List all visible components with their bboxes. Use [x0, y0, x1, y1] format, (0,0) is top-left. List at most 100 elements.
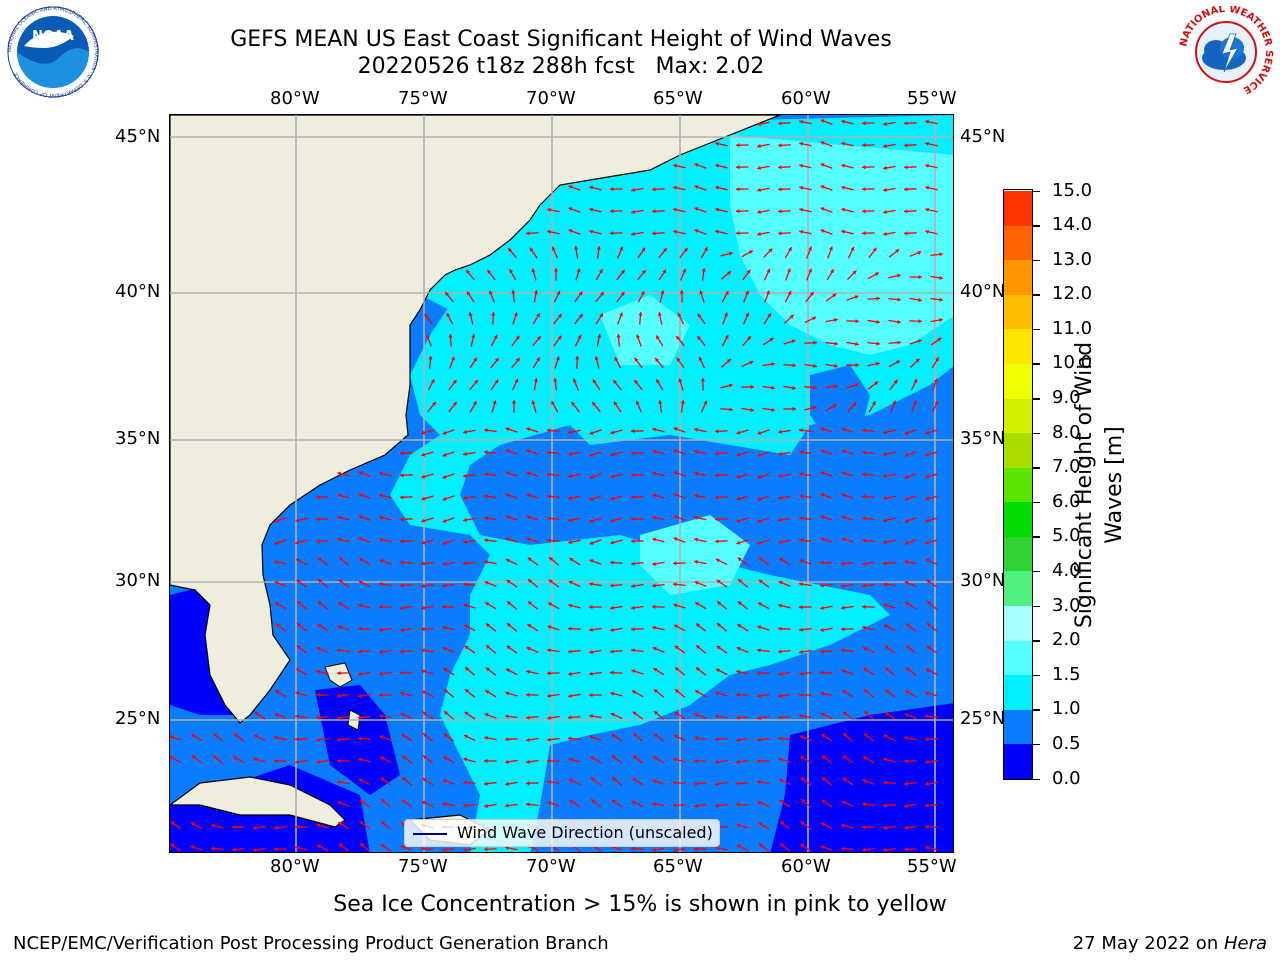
wave-direction-arrowhead [787, 290, 792, 295]
wave-direction-arrowhead [820, 649, 824, 654]
wave-direction-arrowhead [904, 847, 908, 852]
wave-direction-arrowhead [254, 711, 259, 716]
colorbar-bin [1004, 328, 1032, 364]
wave-direction-arrowhead [526, 802, 530, 807]
wave-direction-arrowhead [925, 737, 929, 742]
wave-direction-arrowhead [694, 471, 699, 476]
lon-tick-label: 80°W [270, 856, 320, 877]
wave-direction-arrowhead [613, 401, 618, 406]
wave-direction-arrowhead [694, 559, 698, 565]
wave-direction-arrowhead [885, 689, 889, 694]
wave-direction-arrowhead [694, 847, 698, 852]
wave-direction-arrowhead [677, 312, 682, 317]
wave-direction-arrowhead [463, 757, 468, 762]
wave-direction-arrowhead [925, 558, 930, 563]
wave-direction-arrowhead [316, 844, 321, 849]
wave-direction-arrowhead [295, 691, 300, 696]
wave-direction-arrowhead [926, 645, 931, 650]
wave-direction-arrowhead [673, 515, 678, 520]
wave-direction-arrowhead [568, 649, 572, 654]
colorbar-bin [1004, 294, 1032, 330]
wave-direction-arrowhead [897, 297, 901, 302]
wave-direction-arrowhead [619, 246, 624, 251]
wave-direction-arrowhead [715, 163, 720, 168]
wave-direction-arrowhead [531, 268, 536, 273]
wave-direction-arrowhead [575, 356, 580, 360]
wave-direction-arrowhead [757, 540, 762, 545]
wave-direction-arrowhead [568, 430, 572, 435]
wave-direction-arrowhead [799, 714, 803, 719]
wave-direction-arrowhead [695, 690, 700, 694]
lon-tick-label: 70°W [526, 856, 576, 877]
wave-direction-arrowhead [842, 690, 847, 695]
wave-direction-arrowhead [464, 645, 469, 650]
wave-direction-arrowhead [716, 579, 721, 584]
wave-direction-arrowhead [862, 121, 866, 126]
wave-direction-arrowhead [842, 755, 847, 760]
wave-direction-arrowhead [812, 316, 817, 321]
wave-direction-arrowhead [736, 802, 740, 807]
wave-direction-arrowhead [820, 560, 824, 565]
wave-direction-arrowhead [442, 625, 446, 630]
wave-direction-arrowhead [780, 821, 784, 826]
wave-direction-arrowhead [610, 649, 614, 654]
wave-direction-arrowhead [694, 493, 699, 498]
wave-height-map [170, 115, 953, 852]
wave-direction-arrowhead [736, 715, 740, 720]
lat-tick-label: 30°N [115, 570, 161, 591]
wave-direction-arrowhead [904, 758, 908, 764]
wave-direction-arrowhead [652, 471, 657, 476]
wave-direction-arrowhead [767, 313, 771, 318]
wave-direction-arrowhead [799, 472, 803, 477]
wave-direction-arrowhead [820, 207, 825, 212]
wave-direction-arrowhead [864, 711, 869, 716]
wave-direction-arrowhead [808, 268, 813, 273]
map-title: GEFS MEAN US East Coast Significant Heig… [230, 27, 892, 52]
wave-direction-arrowhead [913, 378, 918, 383]
wave-direction-arrowhead [925, 781, 929, 786]
wave-direction-arrowhead [695, 623, 700, 628]
wave-direction-arrowhead [852, 270, 857, 275]
colorbar-bin [1004, 709, 1032, 745]
wave-direction-arrowhead [841, 427, 846, 432]
wave-direction-arrowhead [426, 334, 431, 339]
colorbar-tick-mark [1033, 743, 1040, 746]
wave-direction-arrowhead [578, 291, 583, 296]
wave-direction-arrowhead [613, 380, 618, 385]
wave-direction-arrowhead [893, 379, 898, 384]
wave-direction-arrowhead [640, 291, 645, 296]
wave-direction-arrowhead [547, 472, 551, 477]
wave-direction-arrowhead [841, 583, 845, 588]
wave-direction-arrowhead [662, 269, 667, 274]
wave-direction-arrowhead [316, 692, 320, 697]
wave-direction-arrowhead [758, 822, 763, 826]
wave-direction-arrowhead [274, 758, 278, 763]
wave-direction-arrowhead [484, 758, 488, 764]
wave-direction-arrowhead [904, 559, 908, 564]
wave-direction-arrowhead [925, 668, 930, 673]
wave-direction-arrowhead [526, 449, 531, 454]
wave-direction-arrowhead [494, 358, 499, 363]
wave-direction-arrowhead [834, 363, 838, 368]
wave-direction-arrowhead [547, 758, 551, 764]
wave-direction-arrowhead [631, 209, 635, 214]
wave-direction-arrowhead [421, 800, 426, 805]
wave-direction-arrowhead [715, 141, 720, 146]
wave-direction-arrowhead [841, 449, 846, 454]
wave-direction-arrowhead [820, 471, 825, 476]
wave-direction-arrowhead [757, 165, 761, 170]
wave-direction-arrowhead [800, 756, 805, 760]
wave-direction-arrowhead [536, 313, 540, 318]
wave-direction-arrowhead [738, 579, 743, 584]
wave-direction-arrowhead [610, 518, 615, 523]
wave-direction-arrowhead [652, 583, 656, 588]
wave-direction-arrowhead [549, 557, 554, 562]
wave-direction-arrowhead [912, 400, 917, 405]
wave-direction-arrowhead [700, 378, 705, 382]
wave-direction-arrowhead [757, 625, 762, 630]
wave-direction-arrowhead [551, 246, 556, 251]
wave-direction-arrowhead [505, 537, 510, 542]
wave-direction-arrowhead [673, 471, 678, 476]
map-panel[interactable]: Wind Wave Direction (unscaled) [169, 114, 954, 853]
wave-direction-arrowhead [568, 452, 572, 457]
